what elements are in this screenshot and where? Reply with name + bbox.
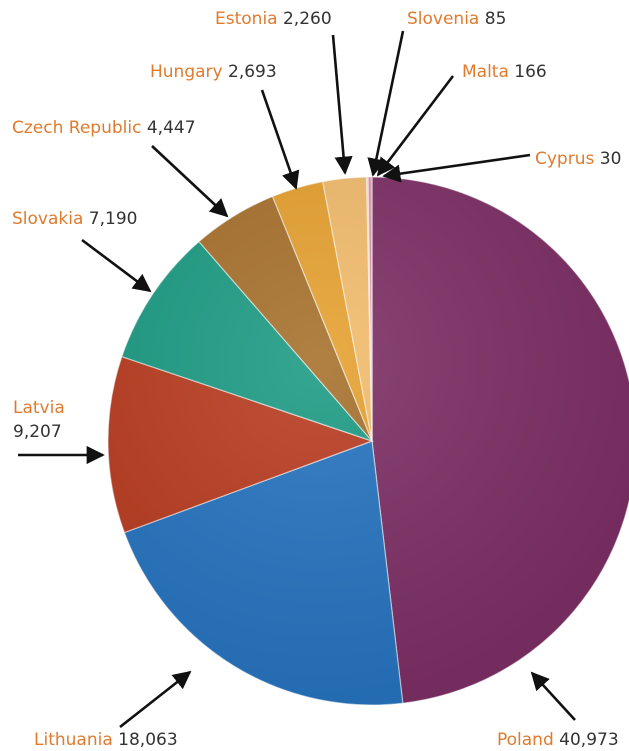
arrow-czech-republic bbox=[151, 145, 229, 218]
slice-name-estonia: Estonia bbox=[215, 9, 283, 29]
slice-label-cyprus: Cyprus 30 bbox=[535, 149, 621, 169]
slice-name-hungary: Hungary bbox=[150, 62, 228, 82]
slice-value-poland: 40,973 bbox=[559, 730, 618, 750]
arrow-lithuania bbox=[119, 670, 192, 729]
slice-name-slovakia: Slovakia bbox=[12, 209, 89, 229]
slice-value-cyprus: 30 bbox=[600, 149, 622, 169]
arrow-poland bbox=[530, 671, 576, 721]
slice-label-estonia: Estonia 2,260 bbox=[215, 9, 332, 29]
slice-value-estonia: 2,260 bbox=[283, 9, 332, 29]
arrow-estonia bbox=[331, 34, 353, 175]
slice-value-lithuania: 18,063 bbox=[118, 730, 177, 750]
slice-label-latvia-line2: 9,207 bbox=[13, 422, 62, 442]
slice-label-slovenia: Slovenia 85 bbox=[407, 9, 506, 29]
arrow-malta bbox=[376, 75, 455, 177]
arrow-slovakia bbox=[81, 238, 152, 293]
slice-label-poland: Poland 40,973 bbox=[497, 730, 619, 750]
arrow-hungary bbox=[260, 89, 300, 190]
pie-slice-cyprus bbox=[370, 176, 373, 442]
slice-label-slovakia: Slovakia 7,190 bbox=[12, 209, 137, 229]
slice-value-slovenia: 85 bbox=[485, 9, 507, 29]
arrow-cyprus bbox=[382, 153, 531, 183]
label-arrows bbox=[18, 30, 576, 729]
slice-value-malta: 166 bbox=[514, 62, 546, 82]
slice-name-malta: Malta bbox=[462, 62, 514, 82]
slice-label-latvia-line1: Latvia bbox=[13, 398, 65, 418]
pie-slice-poland bbox=[371, 176, 629, 704]
slice-label-czech-republic: Czech Republic 4,447 bbox=[12, 118, 196, 138]
slice-name-lithuania: Lithuania bbox=[34, 730, 118, 750]
slice-labels: Poland 40,973 Lithuania 18,063 Latvia 9,207… bbox=[12, 9, 621, 750]
slice-name-czech-republic: Czech Republic bbox=[12, 118, 147, 138]
slice-name-poland: Poland bbox=[497, 730, 559, 750]
slice-value-latvia: 9,207 bbox=[13, 422, 62, 442]
slice-label-malta: Malta 166 bbox=[462, 62, 547, 82]
slice-name-cyprus: Cyprus bbox=[535, 149, 600, 169]
slice-value-slovakia: 7,190 bbox=[89, 209, 138, 229]
slice-name-slovenia: Slovenia bbox=[407, 9, 485, 29]
slice-label-hungary: Hungary 2,693 bbox=[150, 62, 277, 82]
slice-value-czech-republic: 4,447 bbox=[147, 118, 196, 138]
slice-value-hungary: 2,693 bbox=[228, 62, 277, 82]
slice-name-latvia: Latvia bbox=[13, 398, 65, 418]
arrow-slovenia bbox=[367, 30, 405, 177]
slice-label-lithuania: Lithuania 18,063 bbox=[34, 730, 178, 750]
pie-slices bbox=[107, 176, 629, 706]
